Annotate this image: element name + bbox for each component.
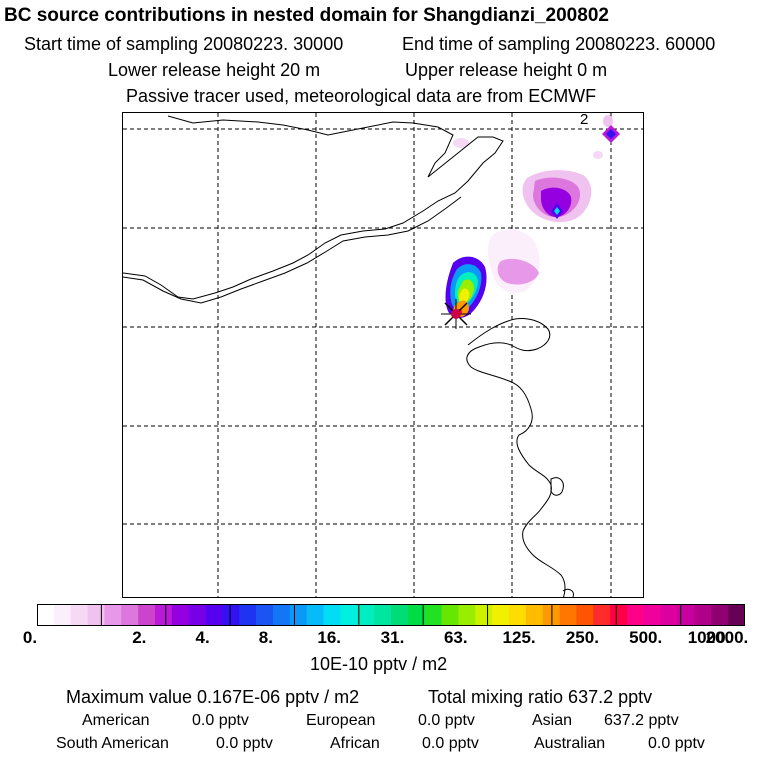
tracer-note: Passive tracer used, meteorological data… — [126, 86, 597, 106]
colorbar-tick-label: 125. — [502, 628, 536, 647]
colorbar-tick-label: 0. — [22, 628, 38, 647]
colorbar-tick-label: 500. — [629, 628, 663, 647]
colorbar-cell — [458, 604, 476, 626]
colorbar-cell — [593, 604, 611, 626]
lat-lon-grid — [123, 113, 643, 597]
colorbar-cell — [475, 604, 493, 626]
start-sampling-time: Start time of sampling 20080223. 30000 — [24, 34, 344, 54]
colorbar-tick-label: 250. — [565, 628, 599, 647]
colorbar-cell — [188, 604, 206, 626]
upper-release-height: Upper release height 0 m — [405, 60, 608, 80]
region-name: American — [82, 712, 150, 729]
colorbar-cell — [559, 604, 577, 626]
colorbar-cell — [677, 604, 695, 626]
colorbar-cell — [391, 604, 409, 626]
region-name: Australian — [534, 735, 606, 752]
coastline — [123, 115, 574, 597]
colorbar-cell — [660, 604, 678, 626]
map-canvas: 2 — [123, 113, 643, 597]
colorbar-tick-label: 16. — [317, 628, 342, 647]
colorbar-cell — [87, 604, 105, 626]
colorbar-cell — [222, 604, 240, 626]
colorbar-cell — [492, 604, 510, 626]
colorbar-cell — [273, 604, 291, 626]
region-value: 0.0 pptv — [422, 735, 479, 752]
region-name: European — [306, 712, 376, 729]
colorbar-cell — [509, 604, 527, 626]
colorbar-tick-label: 63. — [443, 628, 468, 647]
receptor-marker — [441, 299, 471, 329]
colorbar-cell — [610, 604, 628, 626]
colorbar-cell — [542, 604, 560, 626]
colorbar-cell — [711, 604, 729, 626]
colorbar-cell — [256, 604, 274, 626]
colorbar-cell — [70, 604, 88, 626]
colorbar-tick-label: 2. — [132, 628, 147, 647]
colorbar-cell — [171, 604, 190, 626]
region-value: 0.0 pptv — [192, 712, 249, 729]
region-value: 637.2 pptv — [604, 712, 679, 729]
region-name: Asian — [532, 712, 573, 729]
colorbar-cell — [424, 604, 442, 626]
colorbar-tick-label: 2000. — [705, 628, 749, 647]
region-name: South American — [56, 735, 169, 752]
colorbar-cell — [289, 604, 308, 626]
colorbar-cell — [104, 604, 122, 626]
plot-title: BC source contributions in nested domain… — [4, 5, 609, 26]
colorbar-cells — [37, 604, 745, 626]
region-name: African — [330, 735, 380, 752]
colorbar-cell — [441, 604, 459, 626]
colorbar-units: 10E-10 pptv / m2 — [310, 654, 448, 674]
colorbar-cell — [357, 604, 375, 626]
colorbar-cell — [340, 604, 358, 626]
colorbar-cell — [239, 604, 257, 626]
maximum-value: Maximum value 0.167E-06 pptv / m2 — [66, 687, 360, 707]
colorbar-tick-label: 8. — [258, 628, 273, 647]
colorbar-tick-label: 1000. — [687, 628, 731, 647]
colorbar-tick-label: 4. — [195, 628, 210, 647]
colorbar-cell — [37, 604, 55, 626]
colorbar — [37, 604, 745, 626]
colorbar-cell — [53, 604, 72, 626]
colorbar-cell — [728, 604, 745, 626]
region-value: 0.0 pptv — [648, 735, 705, 752]
total-mixing-ratio: Total mixing ratio 637.2 pptv — [428, 687, 653, 707]
colorbar-cell — [138, 604, 156, 626]
colorbar-cell — [525, 604, 544, 626]
colorbar-cell — [323, 604, 341, 626]
colorbar-cell — [121, 604, 139, 626]
end-sampling-time: End time of sampling 20080223. 60000 — [402, 34, 716, 54]
colorbar-cell — [205, 604, 223, 626]
grid-label: 2 — [580, 113, 588, 128]
colorbar-cell — [407, 604, 426, 626]
colorbar-frame — [37, 604, 745, 626]
colorbar-cell — [576, 604, 594, 626]
colorbar-cell — [155, 604, 173, 626]
concentration-field — [445, 115, 620, 318]
region-value: 0.0 pptv — [418, 712, 475, 729]
region-value: 0.0 pptv — [216, 735, 273, 752]
map-panel: 2 — [122, 112, 644, 598]
lower-release-height: Lower release height 20 m — [108, 60, 321, 80]
colorbar-cell — [306, 604, 324, 626]
colorbar-cell — [694, 604, 712, 626]
colorbar-cell — [627, 604, 645, 626]
colorbar-tick-label: 31. — [380, 628, 405, 647]
colorbar-cell — [643, 604, 662, 626]
colorbar-cell — [374, 604, 392, 626]
